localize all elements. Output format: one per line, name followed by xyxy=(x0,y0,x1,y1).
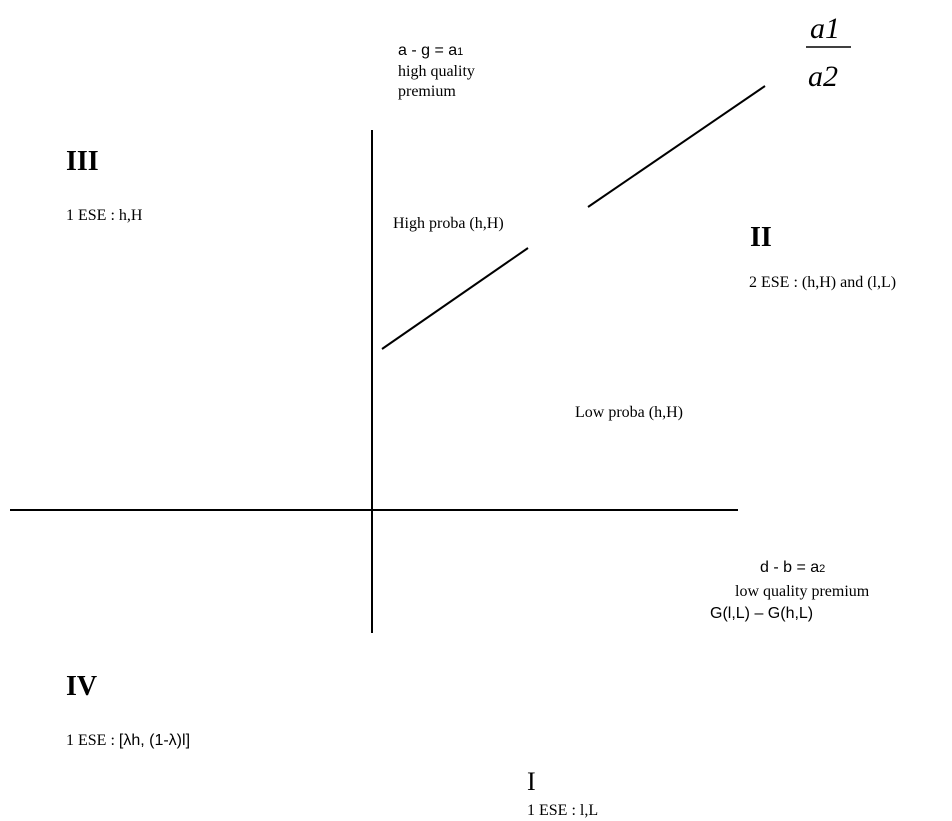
region-i-numeral: I xyxy=(527,767,536,796)
region-ii-numeral: II xyxy=(750,222,772,253)
ratio-label: a1 a2 xyxy=(806,12,851,93)
horizontal-axis-label-line3: G(l,L) – G(h,L) xyxy=(710,605,813,622)
vertical-axis-label: a - g = a1 high quality premium xyxy=(398,42,475,100)
low-proba-label: Low proba (h,H) xyxy=(575,404,683,421)
region-iii-text: 1 ESE : h,H xyxy=(66,207,143,224)
boundary-line-upper xyxy=(587,85,766,208)
vertical-axis-label-line1: a - g = a1 xyxy=(398,42,463,59)
horizontal-axis-label-line1: d - b = a2 xyxy=(760,559,825,576)
horizontal-axis-label: d - b = a2 low quality premium G(l,L) – … xyxy=(710,559,870,622)
region-ii-text: 2 ESE : (h,H) and (l,L) xyxy=(749,274,896,291)
region-iv-numeral: IV xyxy=(66,671,97,702)
region-iv-text: 1 ESE : [λh, (1-λ)l] xyxy=(66,732,190,749)
vertical-axis-label-line3: premium xyxy=(398,83,456,100)
region-i-text: 1 ESE : l,L xyxy=(527,802,598,819)
boundary-line-lower xyxy=(381,247,529,350)
ratio-numerator: a1 xyxy=(810,12,840,45)
high-proba-label: High proba (h,H) xyxy=(393,215,504,232)
region-iii-numeral: III xyxy=(66,146,99,177)
horizontal-axis-label-line2: low quality premium xyxy=(735,583,870,600)
ratio-denominator: a2 xyxy=(808,60,838,93)
vertical-axis-label-line2: high quality xyxy=(398,63,475,80)
